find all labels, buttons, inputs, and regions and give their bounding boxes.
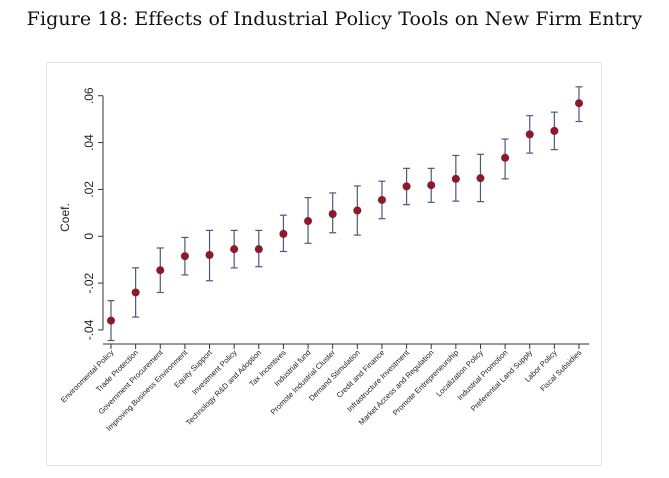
y-tick-label: .02 <box>82 181 96 198</box>
y-tick-label: .06 <box>82 87 96 104</box>
y-tick-labels: -.04 -.02 0 .02 .04 .06 <box>82 87 96 340</box>
coefficient-point <box>156 266 165 275</box>
y-tick-label: 0 <box>82 233 96 240</box>
coefficient-point <box>501 153 510 162</box>
coefficient-point <box>304 217 313 226</box>
coefficient-point <box>451 174 460 183</box>
chart-panel: Environmental Policy Trade Protection Gove… <box>46 62 602 466</box>
coefficient-point <box>402 182 411 191</box>
coefficient-point <box>476 174 485 183</box>
y-tick-label: -.02 <box>82 272 96 293</box>
y-tick-label: -.04 <box>82 319 96 340</box>
figure-title: Figure 18: Effects of Industrial Policy … <box>26 8 643 30</box>
coefficient-point <box>328 210 337 219</box>
coefficient-point <box>353 206 362 215</box>
coefficient-point <box>575 99 583 108</box>
coefficient-point <box>131 288 140 297</box>
confidence-intervals <box>107 86 583 342</box>
coefficient-point <box>279 229 288 238</box>
y-tick-label: .04 <box>82 134 96 151</box>
y-axis-label: Coef. <box>58 203 72 232</box>
coefficient-point <box>550 126 559 135</box>
coefficient-points <box>107 99 583 325</box>
coefficient-point <box>230 245 239 254</box>
axes <box>98 95 589 349</box>
coefficient-point <box>205 251 214 259</box>
coefficient-point <box>180 252 189 261</box>
coefficient-point <box>254 245 263 254</box>
coefficient-point <box>107 316 115 325</box>
coefficient-point <box>377 195 386 204</box>
coefficient-point <box>525 130 534 139</box>
coefficient-point <box>427 181 436 190</box>
